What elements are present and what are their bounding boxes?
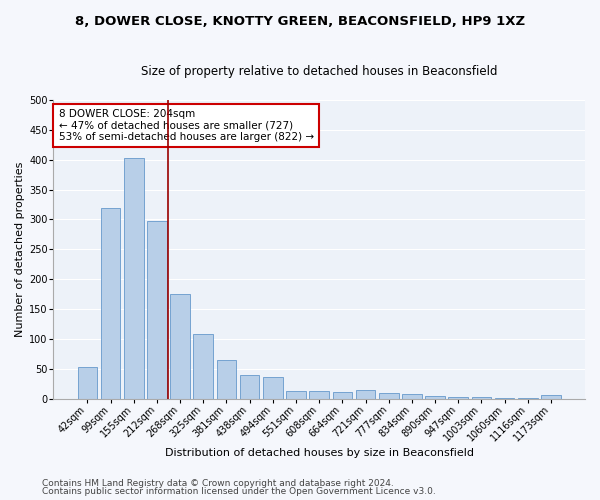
Bar bbox=[77, 367, 97, 398]
X-axis label: Distribution of detached houses by size in Beaconsfield: Distribution of detached houses by size … bbox=[164, 448, 473, 458]
Bar bbox=[356, 390, 376, 398]
Text: Contains public sector information licensed under the Open Government Licence v3: Contains public sector information licen… bbox=[42, 487, 436, 496]
Bar bbox=[541, 395, 561, 398]
Bar bbox=[170, 294, 190, 399]
Title: Size of property relative to detached houses in Beaconsfield: Size of property relative to detached ho… bbox=[141, 65, 497, 78]
Bar bbox=[402, 394, 422, 398]
Bar bbox=[217, 360, 236, 399]
Bar bbox=[448, 397, 468, 398]
Bar bbox=[193, 334, 213, 398]
Bar bbox=[425, 396, 445, 398]
Bar bbox=[240, 374, 259, 398]
Bar bbox=[263, 376, 283, 398]
Bar bbox=[124, 158, 143, 398]
Text: 8, DOWER CLOSE, KNOTTY GREEN, BEACONSFIELD, HP9 1XZ: 8, DOWER CLOSE, KNOTTY GREEN, BEACONSFIE… bbox=[75, 15, 525, 28]
Bar bbox=[332, 392, 352, 398]
Bar bbox=[147, 221, 167, 398]
Text: Contains HM Land Registry data © Crown copyright and database right 2024.: Contains HM Land Registry data © Crown c… bbox=[42, 478, 394, 488]
Bar bbox=[286, 392, 306, 398]
Y-axis label: Number of detached properties: Number of detached properties bbox=[15, 162, 25, 337]
Bar bbox=[379, 392, 398, 398]
Bar bbox=[101, 208, 121, 398]
Text: 8 DOWER CLOSE: 204sqm
← 47% of detached houses are smaller (727)
53% of semi-det: 8 DOWER CLOSE: 204sqm ← 47% of detached … bbox=[59, 109, 314, 142]
Bar bbox=[310, 392, 329, 398]
